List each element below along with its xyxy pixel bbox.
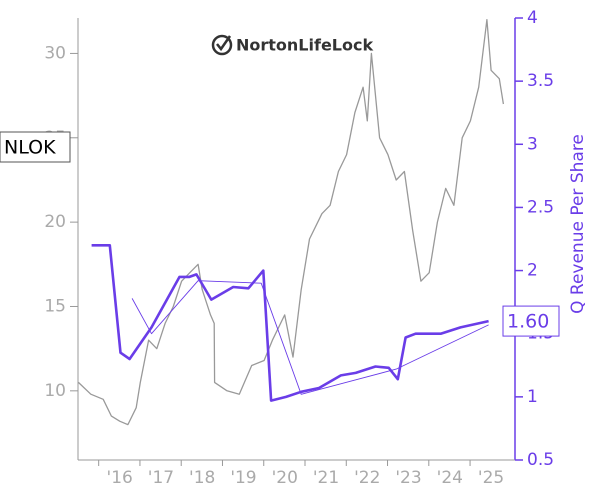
last-value-box — [502, 305, 560, 337]
x-tick-label: '20 — [272, 468, 298, 488]
y2-tick-label: 1 — [527, 387, 538, 407]
y2-tick-label: 3.5 — [527, 71, 554, 91]
y2-tick-label: 4 — [527, 8, 538, 28]
x-tick-label: '16 — [107, 468, 133, 488]
y2-tick-label: 2.5 — [527, 197, 554, 217]
logo: NortonLifeLock — [211, 34, 373, 56]
x-tick-label: '18 — [189, 468, 215, 488]
y-tick-label: 20 — [44, 212, 66, 232]
x-tick-label: '19 — [230, 468, 256, 488]
x-tick-label: '24 — [437, 468, 463, 488]
last-value-label: 1.60 — [502, 305, 560, 337]
y-tick-label: 15 — [44, 296, 66, 316]
y-tick-label: 10 — [44, 381, 66, 401]
x-tick-label: '21 — [313, 468, 339, 488]
x-tick-label: '23 — [395, 468, 421, 488]
series-line — [91, 244, 489, 402]
x-tick-label: '17 — [148, 468, 174, 488]
last-value-text: 1.60 — [507, 311, 549, 333]
logo-text: NortonLifeLock — [236, 36, 373, 55]
y2-tick-label: 3 — [527, 134, 538, 154]
y2-tick-label: 0.5 — [527, 450, 554, 470]
logo-check — [216, 35, 232, 52]
ticker-text: NLOK — [4, 137, 56, 159]
ticker-box — [0, 131, 71, 163]
y2-axis-label: Q Revenue Per Share — [568, 134, 588, 314]
series-line — [77, 19, 505, 426]
y2-tick-label: 2 — [527, 261, 538, 281]
series-line — [131, 280, 489, 395]
y-tick-label: 30 — [44, 43, 66, 63]
ticker-label: NLOK — [0, 131, 71, 163]
logo-icon — [211, 34, 233, 56]
x-tick-label: '25 — [478, 468, 504, 488]
x-tick-label: '22 — [354, 468, 380, 488]
